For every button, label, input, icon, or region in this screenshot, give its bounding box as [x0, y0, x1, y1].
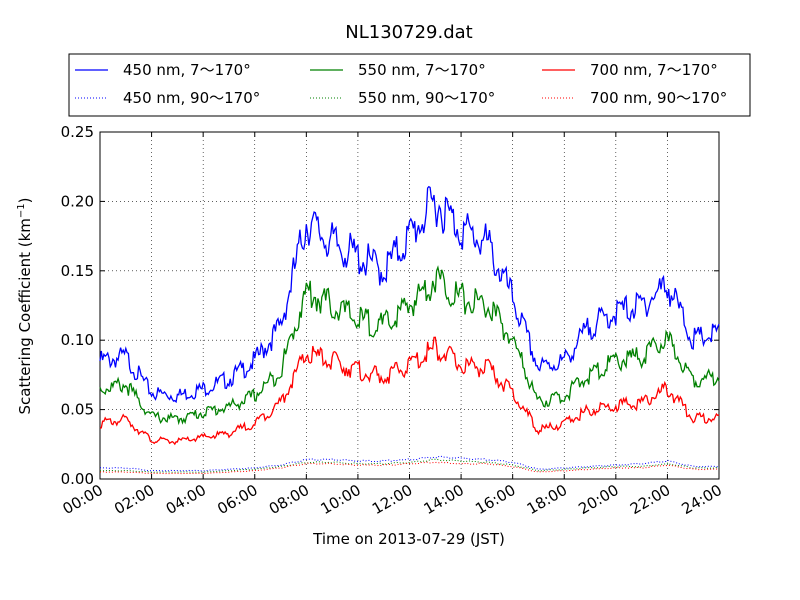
- x-tick-label: 06:00: [214, 481, 260, 518]
- series-lines: [99, 185, 720, 475]
- y-tick-label: 0.10: [61, 331, 94, 349]
- x-tick-label: 02:00: [111, 481, 157, 518]
- legend-label: 700 nm, 7～170°: [590, 61, 718, 79]
- plot-area: 00:00 02:00 04:00 06:00 08:00 10:00 12:00 14:00…: [60, 123, 725, 518]
- y-axis-label-text: Scattering Coefficient (km: [16, 218, 34, 414]
- x-tick-label: 10:00: [317, 481, 363, 518]
- x-tick-label: 04:00: [163, 481, 209, 518]
- y-axis-label-end: ): [16, 197, 34, 203]
- series-line: [99, 185, 720, 404]
- y-axis-label-sup: −1: [16, 203, 27, 218]
- x-tick-label: 20:00: [575, 481, 621, 518]
- y-tick-label: 0.15: [61, 262, 94, 280]
- x-axis-label: Time on 2013-07-29 (JST): [312, 530, 505, 548]
- y-tick-label: 0.25: [61, 123, 94, 141]
- x-tick-label: 12:00: [369, 481, 415, 518]
- legend-entries: 450 nm, 7～170° 550 nm, 7～170° 700 nm, 7～17…: [75, 61, 727, 107]
- series-line: [99, 458, 720, 473]
- legend: 450 nm, 7～170° 550 nm, 7～170° 700 nm, 7～17…: [68, 53, 751, 117]
- x-tick-label: 16:00: [472, 481, 518, 518]
- x-tick-label: 08:00: [266, 481, 312, 518]
- series-line: [99, 265, 720, 426]
- chart-title: NL130729.dat: [345, 22, 472, 43]
- x-tick-label: 24:00: [679, 481, 725, 518]
- y-tick-label: 0.05: [61, 401, 94, 419]
- y-tick-label: 0.20: [61, 192, 94, 210]
- legend-label: 550 nm, 7～170°: [358, 61, 486, 79]
- legend-label: 700 nm, 90～170°: [590, 89, 727, 107]
- x-tick-label: 14:00: [421, 481, 467, 518]
- y-tick-label: 0.00: [61, 470, 94, 488]
- series-line: [100, 461, 720, 475]
- y-axis-ticks: 0.00 0.05 0.10 0.15 0.20 0.25: [61, 123, 719, 488]
- y-axis-label: Scattering Coefficient (km−1): [16, 197, 34, 414]
- x-tick-label: 22:00: [627, 481, 673, 518]
- series-line: [99, 336, 720, 446]
- legend-label: 450 nm, 7～170°: [123, 61, 251, 79]
- legend-label: 450 nm, 90～170°: [123, 89, 260, 107]
- legend-label: 550 nm, 90～170°: [358, 89, 495, 107]
- x-tick-label: 18:00: [524, 481, 570, 518]
- legend-box: [68, 53, 751, 117]
